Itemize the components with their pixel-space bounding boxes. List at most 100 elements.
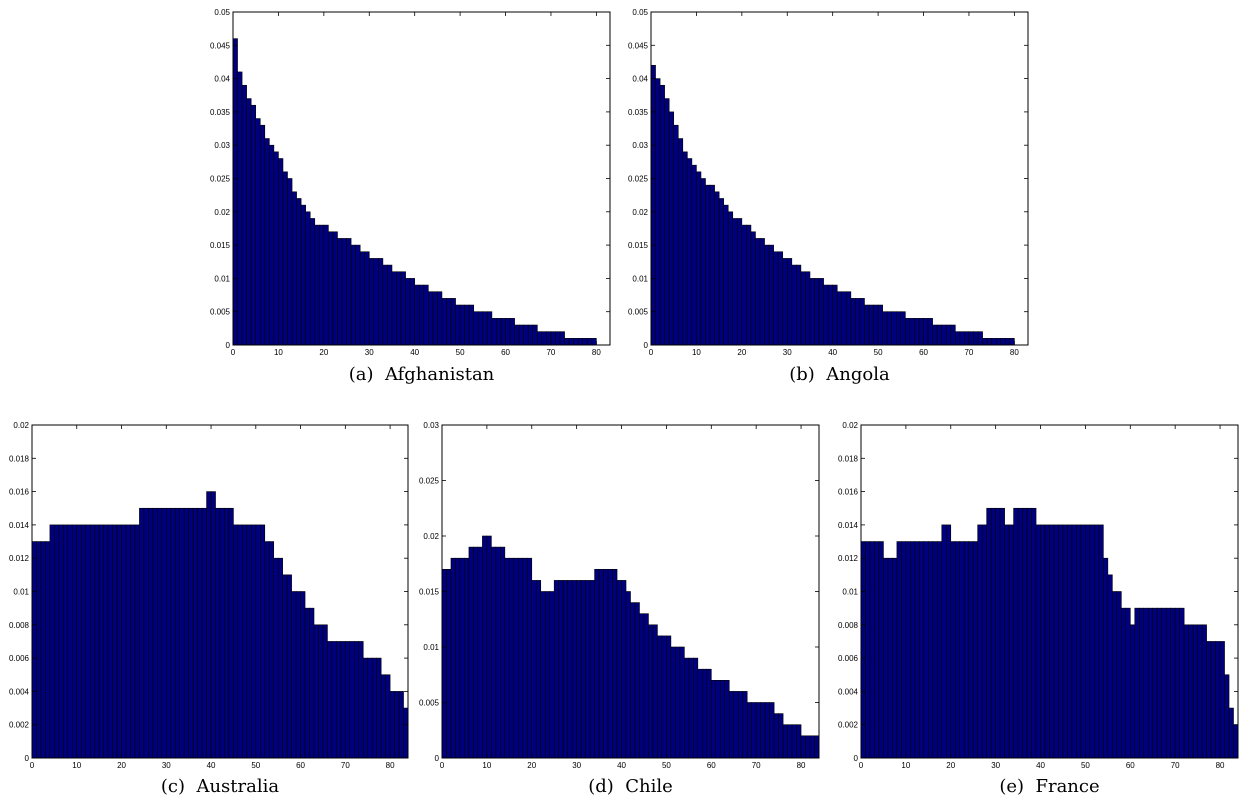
x-tick-label: 50 bbox=[662, 761, 671, 770]
y-tick-label: 0.012 bbox=[838, 554, 859, 563]
x-tick-label: 20 bbox=[527, 761, 536, 770]
y-tick-label: 0 bbox=[435, 754, 440, 763]
bar bbox=[1107, 574, 1113, 759]
y-tick-label: 0.02 bbox=[214, 208, 230, 217]
bar bbox=[1013, 507, 1019, 759]
bar bbox=[1197, 624, 1203, 759]
bar bbox=[1147, 607, 1154, 759]
bar bbox=[977, 524, 983, 759]
bar bbox=[1071, 524, 1077, 759]
x-tick-label: 60 bbox=[501, 348, 510, 357]
y-tick-label: 0.03 bbox=[423, 421, 439, 430]
x-tick-label: 20 bbox=[737, 348, 746, 357]
x-tick-label: 0 bbox=[30, 761, 35, 770]
y-tick-label: 0.008 bbox=[838, 621, 859, 630]
bar bbox=[1228, 707, 1234, 759]
bar bbox=[1152, 607, 1158, 759]
bar bbox=[1103, 557, 1109, 759]
bar bbox=[959, 541, 965, 759]
bar bbox=[1098, 524, 1104, 759]
bar bbox=[1089, 524, 1095, 759]
y-tick-label: 0.035 bbox=[628, 108, 649, 117]
bar bbox=[905, 541, 911, 759]
caption-australia: (c) Australia bbox=[160, 776, 280, 797]
y-tick-label: 0 bbox=[854, 754, 859, 763]
x-tick-label: 40 bbox=[828, 348, 837, 357]
bar bbox=[1215, 641, 1221, 759]
y-tick-label: 0.025 bbox=[628, 175, 649, 184]
y-tick-label: 0.02 bbox=[632, 208, 648, 217]
bar bbox=[1062, 524, 1068, 759]
bar bbox=[1129, 624, 1136, 759]
x-tick-label: 70 bbox=[1171, 761, 1180, 770]
x-tick-label: 80 bbox=[797, 761, 806, 770]
bar bbox=[878, 541, 884, 759]
bar bbox=[1224, 674, 1230, 759]
y-tick-label: 0.015 bbox=[419, 588, 440, 597]
bar bbox=[1161, 607, 1167, 759]
bar bbox=[1058, 524, 1064, 759]
x-tick-label: 0 bbox=[231, 348, 236, 357]
bar bbox=[954, 541, 961, 759]
y-tick-label: 0 bbox=[226, 341, 231, 350]
x-tick-label: 20 bbox=[319, 348, 328, 357]
bar bbox=[1004, 524, 1010, 759]
bar bbox=[1026, 507, 1032, 759]
bars bbox=[232, 38, 597, 346]
bar bbox=[981, 524, 987, 759]
y-tick-label: 0.02 bbox=[13, 421, 29, 430]
bar bbox=[1116, 591, 1122, 759]
bar bbox=[1143, 607, 1149, 759]
y-tick-label: 0.016 bbox=[838, 488, 859, 497]
bar bbox=[1044, 524, 1050, 759]
bar bbox=[1192, 624, 1198, 759]
bars bbox=[650, 64, 1015, 346]
x-tick-label: 30 bbox=[162, 761, 171, 770]
bar bbox=[919, 541, 925, 759]
bar bbox=[883, 557, 889, 759]
x-tick-label: 40 bbox=[1036, 761, 1045, 770]
bar bbox=[1188, 624, 1194, 759]
y-tick-label: 0.014 bbox=[9, 521, 30, 530]
y-tick-label: 0.025 bbox=[210, 175, 231, 184]
y-tick-label: 0.01 bbox=[842, 588, 858, 597]
y-tick-label: 0.006 bbox=[838, 654, 859, 663]
bar bbox=[945, 524, 952, 759]
bar bbox=[914, 541, 920, 759]
bar bbox=[963, 541, 970, 759]
y-tick-label: 0.012 bbox=[9, 554, 30, 563]
bar bbox=[874, 541, 880, 759]
bar bbox=[869, 541, 875, 759]
bar bbox=[1233, 724, 1239, 759]
caption-angola: (b) Angola bbox=[789, 364, 890, 385]
caption-chile: (d) Chile bbox=[588, 776, 673, 797]
x-tick-label: 40 bbox=[207, 761, 216, 770]
bar bbox=[860, 541, 866, 759]
y-tick-label: 0.015 bbox=[210, 241, 231, 250]
x-tick-label: 80 bbox=[386, 761, 395, 770]
bar bbox=[1179, 607, 1185, 759]
x-tick-label: 70 bbox=[964, 348, 973, 357]
x-tick-label: 10 bbox=[692, 348, 701, 357]
bar bbox=[1134, 607, 1140, 759]
bar bbox=[1008, 524, 1014, 759]
x-tick-label: 60 bbox=[1126, 761, 1135, 770]
y-tick-label: 0.04 bbox=[214, 75, 230, 84]
caption-france: (e) France bbox=[999, 776, 1100, 797]
bar bbox=[1201, 624, 1207, 759]
y-tick-label: 0.014 bbox=[838, 521, 859, 530]
bar bbox=[865, 541, 871, 759]
bar bbox=[941, 524, 947, 759]
bars bbox=[441, 535, 820, 759]
y-tick-label: 0.035 bbox=[210, 108, 231, 117]
bar bbox=[950, 541, 956, 759]
y-tick-label: 0.008 bbox=[9, 621, 30, 630]
x-tick-label: 60 bbox=[296, 761, 305, 770]
bar bbox=[1112, 591, 1118, 759]
bar bbox=[1206, 641, 1212, 759]
